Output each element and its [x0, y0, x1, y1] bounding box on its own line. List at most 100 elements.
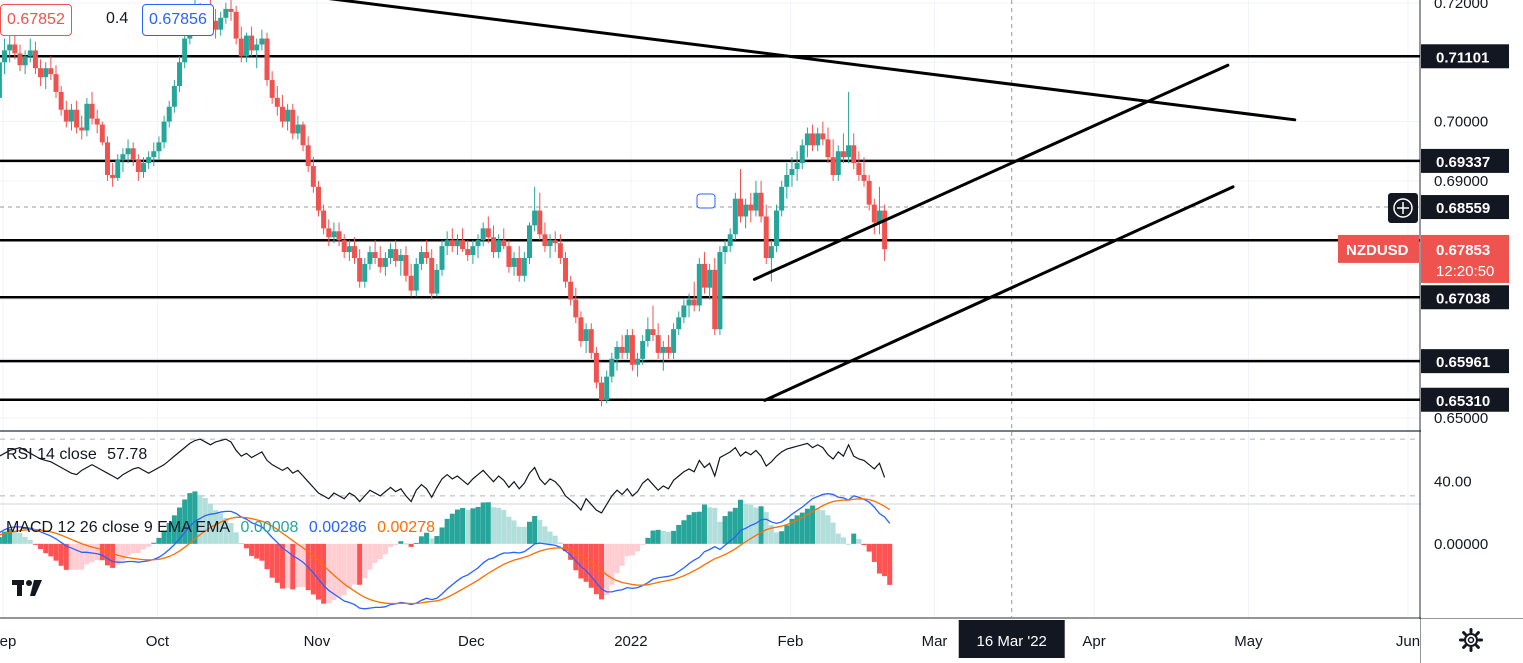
ask-box[interactable]: 0.67856: [142, 4, 214, 36]
rsi-legend[interactable]: RSI 14 close 57.78: [6, 446, 153, 464]
macd-histogram-bar: [804, 508, 810, 544]
time-tick-label: Dec: [458, 633, 485, 650]
candle-body: [516, 258, 522, 276]
candle-body: [166, 106, 172, 122]
macd-histogram-bar: [249, 543, 255, 556]
time-axis[interactable]: Sep Oct Nov Dec 2022 Feb Mar Apr May Jun 16 Mar '2…: [0, 619, 1420, 663]
candle-body: [135, 160, 141, 172]
macd-histogram-bar: [362, 543, 368, 579]
candle-body: [444, 240, 450, 247]
macd-histogram-bar: [48, 543, 54, 557]
macd-histogram-bar: [274, 543, 280, 583]
macd-histogram-bar: [547, 531, 553, 544]
macd-histogram-bar: [321, 543, 327, 604]
trendlines[interactable]: [317, 0, 1297, 402]
macd-histogram-bar: [12, 530, 18, 544]
candle-body: [557, 243, 563, 258]
macd-histogram-bar: [552, 535, 558, 544]
macd-histogram-bar: [583, 543, 589, 582]
macd-histogram-bar: [676, 524, 682, 544]
candle-body: [876, 210, 882, 223]
candle-body: [84, 103, 90, 131]
candle-body: [748, 204, 754, 211]
candle-body: [120, 154, 126, 161]
time-axis-background: [0, 619, 1420, 663]
gear-icon[interactable]: [1458, 627, 1484, 653]
macd-histogram-bar: [496, 507, 502, 544]
time-tick-label: May: [1234, 633, 1263, 650]
candle-body: [130, 148, 136, 161]
candle-body: [475, 240, 481, 247]
macd-histogram-bar: [588, 543, 594, 588]
last-price-label: 0.67853: [1436, 242, 1490, 259]
candle-body: [171, 86, 177, 107]
candle-body: [840, 151, 846, 158]
time-tick-label: Feb: [777, 633, 803, 650]
macd-label: MACD 12 26 close 9 EMA EMA: [6, 519, 231, 536]
price-axis[interactable]: 0.720000.700000.690000.650000.680000.711…: [1338, 0, 1523, 618]
macd-histogram-bar: [701, 504, 707, 544]
candle-body: [53, 74, 59, 92]
macd-line: [0, 493, 891, 610]
macd-histogram-bar: [110, 543, 116, 568]
macd-histogram-bar: [68, 543, 74, 570]
macd-histogram-bar: [830, 522, 836, 544]
candle-body: [295, 124, 301, 134]
bid-box[interactable]: 0.67852: [0, 4, 72, 36]
candle-body: [357, 258, 363, 282]
candle-body: [774, 210, 780, 247]
macd-histogram-bar: [454, 509, 460, 544]
tradingview-logo-icon[interactable]: [4, 568, 50, 608]
candle-body: [233, 11, 239, 39]
rsi-label: RSI 14 close: [6, 446, 97, 463]
macd-pane[interactable]: [0, 491, 893, 610]
level-badge-label: 0.71101: [1436, 49, 1489, 66]
macd-legend[interactable]: MACD 12 26 close 9 EMA EMA 0.00008 0.002…: [6, 519, 441, 537]
macd-histogram-bar: [887, 543, 893, 585]
level-badge-label: 0.69337: [1436, 154, 1490, 171]
macd-histogram-bar: [465, 510, 471, 544]
macd-histogram-bar: [429, 538, 435, 544]
candle-body: [110, 174, 116, 178]
macd-histogram-bar: [774, 532, 780, 544]
candle-body: [882, 210, 888, 250]
candle-body: [830, 157, 836, 175]
macd-histogram-bar: [444, 518, 450, 544]
candle-body: [506, 246, 512, 267]
macd-histogram-bar: [593, 543, 599, 595]
macd-histogram-bar: [171, 515, 177, 544]
macd-histogram-bar: [511, 520, 517, 544]
trendline: [752, 63, 1230, 281]
candle-body: [511, 258, 517, 267]
macd-histogram-bar: [691, 512, 697, 544]
candles-series[interactable]: [0, 0, 888, 407]
candle-body: [32, 50, 38, 69]
candle-body: [0, 62, 2, 98]
rsi-pane[interactable]: [0, 438, 1420, 514]
horizontal-levels[interactable]: [0, 55, 1420, 402]
macd-histogram-bar: [238, 543, 244, 545]
macd-histogram-bar: [213, 510, 219, 544]
candle-body: [424, 252, 430, 258]
add-crosshair-icon[interactable]: [1388, 193, 1418, 223]
macd-line-value: 0.00286: [308, 519, 367, 536]
macd-histogram-bar: [485, 502, 491, 544]
level-badge: [1421, 387, 1509, 412]
macd-histogram-bar: [43, 543, 49, 554]
candle-body: [856, 163, 862, 175]
macd-histogram-bar: [882, 543, 888, 577]
macd-histogram-bar: [655, 529, 661, 544]
candle-body: [125, 148, 131, 155]
candle-body: [609, 358, 615, 377]
candle-body: [393, 249, 399, 261]
macd-histogram-bar: [609, 543, 615, 585]
macd-histogram-bar: [439, 527, 445, 544]
candle-body: [269, 80, 275, 98]
macd-histogram-bar: [377, 543, 383, 560]
candle-body: [732, 198, 738, 235]
time-tick-label: Sep: [0, 633, 16, 650]
candle-body: [238, 38, 244, 57]
candle-body: [599, 382, 605, 401]
